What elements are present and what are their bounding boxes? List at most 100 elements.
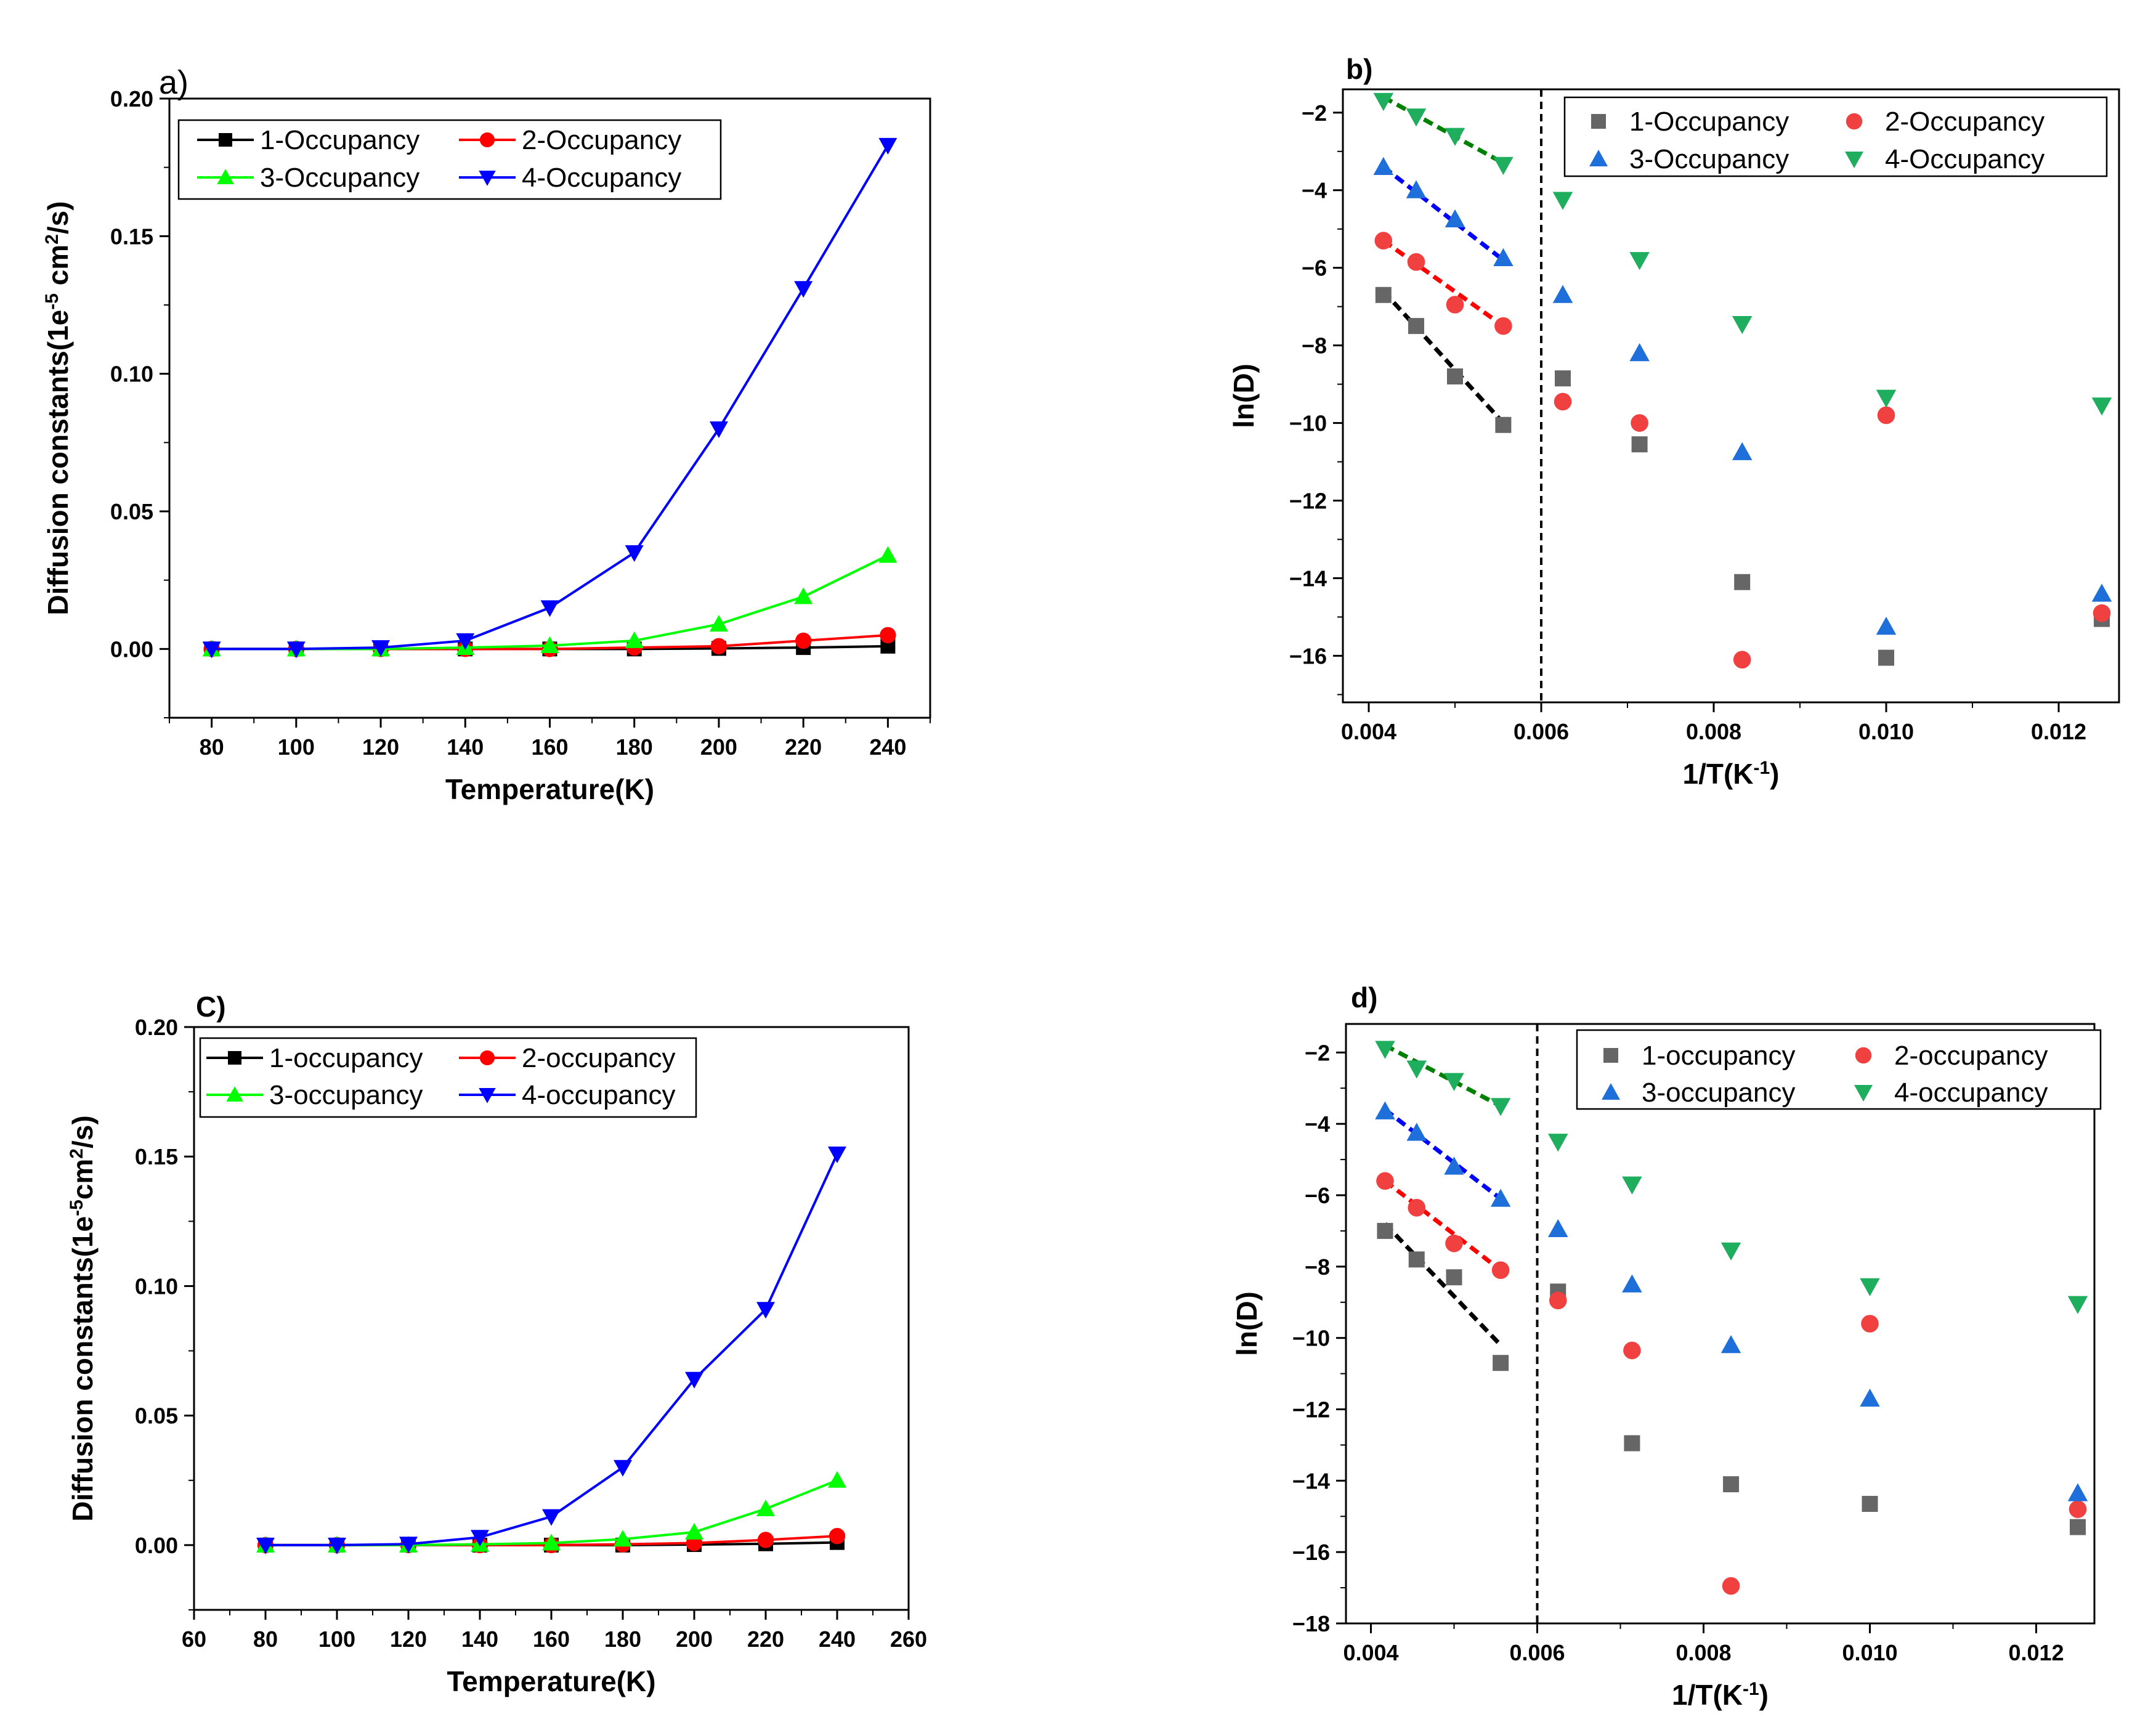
legend-item: 2-occupancy (1855, 1041, 2048, 1071)
x-tick-label: 0.004 (1341, 719, 1396, 744)
x-axis-label-part: -1 (1753, 758, 1770, 778)
data-point (795, 632, 812, 649)
x-axis-label: 1/T(K-1) (1682, 758, 1779, 790)
y-tick-label: −2 (1305, 1040, 1330, 1065)
data-point (878, 546, 898, 563)
data-point (1552, 285, 1573, 303)
legend-label: 1-occupancy (1642, 1041, 1795, 1071)
data-point (1548, 1219, 1568, 1238)
x-tick-label: 160 (533, 1626, 570, 1652)
legend: 1-occupancy 2-occupancy 3-occupancy 4-occup… (1576, 1029, 2102, 1110)
fit-line (1384, 1108, 1502, 1201)
legend-marker (1846, 113, 1863, 130)
y-tick-label: 0.00 (110, 636, 153, 662)
series-4-Occupancy (1373, 92, 2112, 416)
data-point (1490, 1188, 1511, 1207)
legend-label: 2-Occupancy (1885, 107, 2045, 137)
y-axis-label-part: 2 (67, 1148, 87, 1159)
x-tick-label: 160 (531, 734, 568, 760)
y-axis-label-part: 2 (42, 234, 62, 245)
legend-item: 1-occupancy (206, 1043, 423, 1073)
legend-label: 3-occupancy (269, 1080, 423, 1110)
panel-label: C) (196, 991, 226, 1023)
data-point (1555, 370, 1571, 387)
y-axis-label: Diffusion constants(1e-5cm2/s) (67, 1115, 99, 1521)
data-point (1629, 252, 1650, 270)
series-line (211, 144, 890, 651)
legend-label: 3-occupancy (1642, 1078, 1795, 1108)
data-point (794, 281, 813, 298)
data-point (625, 545, 644, 562)
plot-frame (1342, 88, 2120, 704)
legend-label: 2-occupancy (1894, 1041, 2048, 1071)
data-point (1376, 1172, 1394, 1190)
x-tick-label: 0.004 (1343, 1640, 1398, 1665)
x-axis-label: Temperature(K) (447, 1665, 655, 1697)
data-point (399, 1537, 418, 1554)
x-tick-label: 240 (819, 1626, 856, 1652)
data-point (878, 137, 898, 155)
y-tick-label: −8 (1305, 1254, 1330, 1280)
x-tick-label: 80 (253, 1626, 278, 1652)
data-point (328, 1537, 346, 1554)
data-point (1720, 1335, 1741, 1354)
legend: 1-occupancy 2-occupancy 3-occupancy 4-occup… (199, 1037, 697, 1118)
data-point (1722, 1577, 1740, 1595)
legend-item: 2-occupancy (459, 1043, 675, 1073)
legend-item: 2-Occupancy (1846, 107, 2045, 137)
data-point (1491, 1261, 1510, 1279)
x-tick-label: 120 (390, 1626, 427, 1652)
legend-box (199, 1037, 697, 1118)
y-axis-label-part: Diffusion constants(1e (42, 310, 74, 615)
data-point (1373, 92, 1394, 112)
data-point (1629, 343, 1650, 362)
fit-line (1382, 238, 1505, 328)
data-point (1554, 392, 1572, 411)
data-point (1375, 1101, 1395, 1119)
data-point (540, 600, 559, 617)
legend-marker (479, 132, 495, 148)
x-tick-label: 180 (616, 734, 653, 760)
y-tick-label: −14 (1289, 566, 1327, 591)
data-point (1623, 1341, 1641, 1360)
legend-item: 3-occupancy (1602, 1078, 1795, 1108)
data-point (710, 638, 727, 655)
data-point (829, 1527, 846, 1545)
data-point (456, 633, 475, 650)
y-tick-label: 0.05 (135, 1403, 178, 1429)
legend-marker (1603, 1048, 1618, 1063)
data-point (1734, 574, 1751, 590)
y-tick-label: 0.15 (135, 1144, 178, 1169)
data-point (1624, 1435, 1640, 1452)
data-point (1375, 1041, 1395, 1059)
legend-label: 1-Occupancy (260, 125, 419, 155)
data-point (1548, 1134, 1568, 1152)
data-point (1490, 1098, 1511, 1116)
y-tick-label: −16 (1289, 643, 1327, 668)
legend-item: 4-occupancy (1854, 1078, 2048, 1108)
legend-marker (1589, 150, 1608, 166)
y-tick-label: −4 (1305, 1111, 1330, 1137)
y-tick-label: 0.05 (110, 499, 153, 524)
data-point (756, 1500, 775, 1517)
fit-line (1382, 95, 1505, 165)
data-point (1377, 1222, 1393, 1239)
x-tick-label: 140 (461, 1626, 498, 1652)
data-point (2067, 1296, 2088, 1314)
chart-panel-3: C) 60 80 100 120 140 160 180 200 220 240 260 0.00 0.0… (67, 991, 928, 1697)
x-tick-label: 200 (700, 734, 737, 760)
data-point (371, 640, 391, 657)
legend-label: 3-Occupancy (1629, 144, 1789, 174)
series-1-occupancy (1377, 1222, 2086, 1535)
x-tick-label: 80 (200, 734, 224, 760)
data-point (709, 421, 728, 438)
legend-marker (226, 1086, 243, 1102)
series-3-occupancy (1375, 1101, 2088, 1501)
data-point (2067, 1483, 2088, 1501)
data-point (709, 615, 728, 632)
data-point (2091, 583, 2112, 602)
data-point (614, 1460, 632, 1477)
data-point (614, 1530, 632, 1547)
data-point (471, 1530, 489, 1547)
